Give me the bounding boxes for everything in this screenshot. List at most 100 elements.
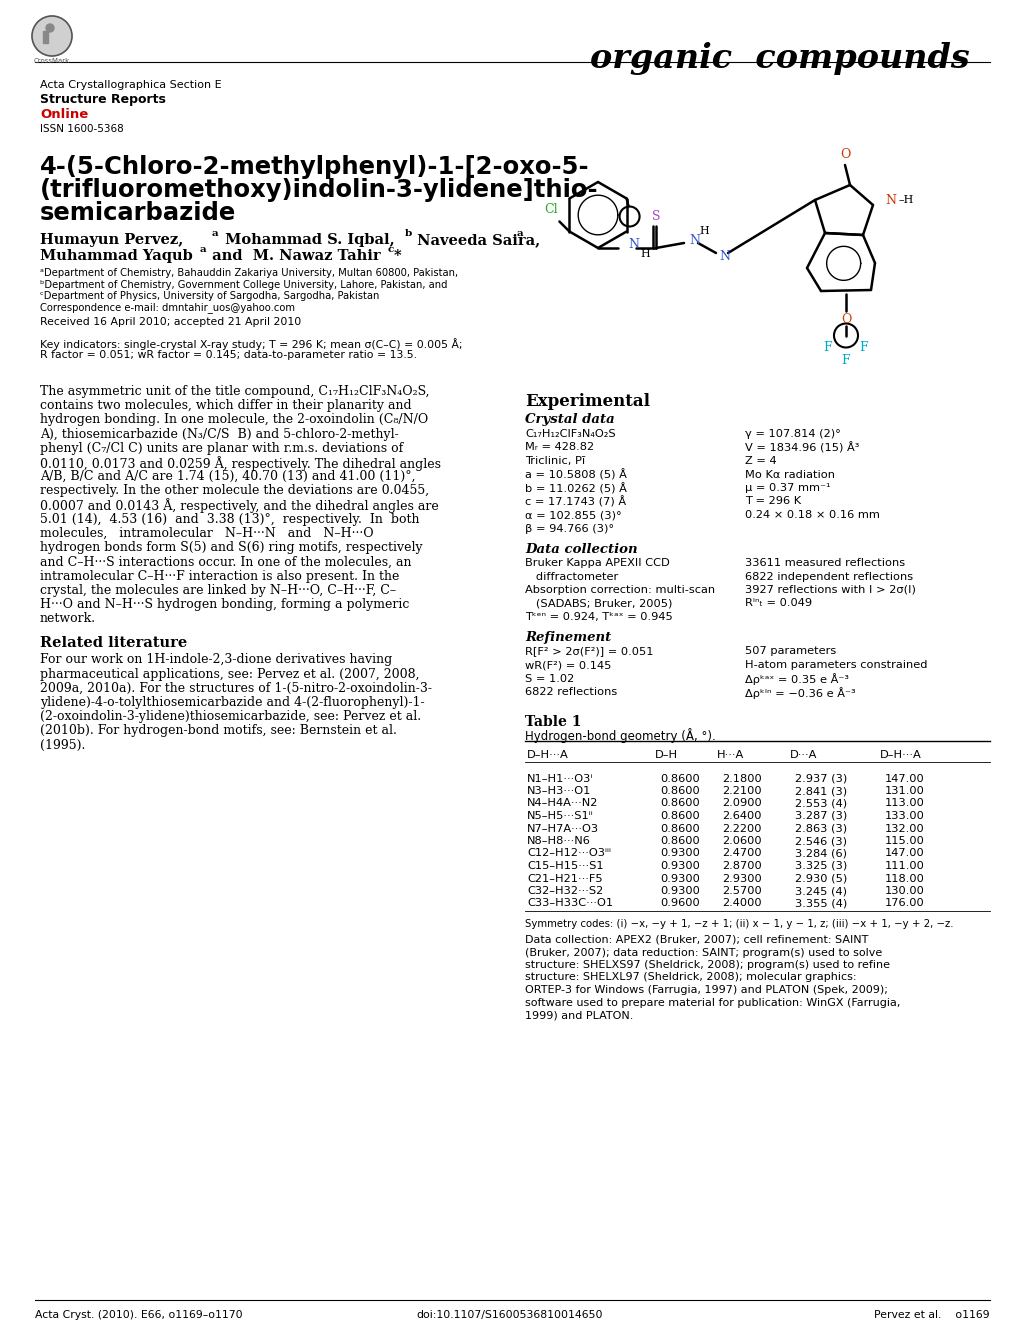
Text: R factor = 0.051; wR factor = 0.145; data-to-parameter ratio = 13.5.: R factor = 0.051; wR factor = 0.145; dat… (40, 350, 417, 360)
Text: Mᵣ = 428.82: Mᵣ = 428.82 (525, 442, 593, 453)
Text: N: N (688, 235, 699, 248)
Text: 131.00: 131.00 (884, 786, 924, 796)
Text: 0.9300: 0.9300 (659, 848, 699, 859)
Text: organic  compounds: organic compounds (590, 42, 969, 76)
Text: Naveeda Saira,: Naveeda Saira, (412, 234, 540, 247)
Text: S = 1.02: S = 1.02 (525, 674, 574, 683)
Text: Received 16 April 2010; accepted 21 April 2010: Received 16 April 2010; accepted 21 Apri… (40, 317, 301, 326)
Text: respectively. In the other molecule the deviations are 0.0455,: respectively. In the other molecule the … (40, 484, 429, 498)
Text: Hydrogen-bond geometry (Å, °).: Hydrogen-bond geometry (Å, °). (525, 729, 715, 743)
Text: software used to prepare material for publication: WinGX (Farrugia,: software used to prepare material for pu… (525, 998, 900, 1007)
Text: 0.8600: 0.8600 (659, 811, 699, 821)
Text: 2.5700: 2.5700 (721, 886, 761, 896)
Text: 3.287 (3): 3.287 (3) (794, 811, 847, 821)
Text: H: H (698, 226, 708, 236)
Text: 0.9300: 0.9300 (659, 873, 699, 884)
Text: 2.6400: 2.6400 (721, 811, 761, 821)
Text: (2-oxoindolin-3-ylidene)thiosemicarbazide, see: Pervez et al.: (2-oxoindolin-3-ylidene)thiosemicarbazid… (40, 710, 421, 723)
Circle shape (32, 16, 72, 56)
Text: 147.00: 147.00 (884, 848, 924, 859)
Text: (trifluoromethoxy)indolin-3-ylidene]thio-: (trifluoromethoxy)indolin-3-ylidene]thio… (40, 178, 598, 202)
Text: phenyl (C₇/Cl C) units are planar with r.m.s. deviations of: phenyl (C₇/Cl C) units are planar with r… (40, 442, 403, 455)
Text: 2.930 (5): 2.930 (5) (794, 873, 847, 884)
Text: C12–H12···O3ⁱⁱⁱ: C12–H12···O3ⁱⁱⁱ (527, 848, 610, 859)
Text: 0.9300: 0.9300 (659, 861, 699, 871)
Text: The asymmetric unit of the title compound, C₁₇H₁₂ClF₃N₄O₂S,: The asymmetric unit of the title compoun… (40, 385, 429, 398)
Text: 6822 independent reflections: 6822 independent reflections (744, 572, 912, 581)
Text: 2009a, 2010a). For the structures of 1-(5-nitro-2-oxoindolin-3-: 2009a, 2010a). For the structures of 1-(… (40, 682, 432, 695)
Text: F: F (823, 341, 832, 354)
Text: 3.245 (4): 3.245 (4) (794, 886, 846, 896)
Text: Mo Kα radiation: Mo Kα radiation (744, 470, 835, 479)
Bar (43, 31, 48, 42)
Text: 176.00: 176.00 (884, 898, 924, 909)
Text: 1999) and PLATON.: 1999) and PLATON. (525, 1010, 633, 1020)
Text: C33–H33C···O1: C33–H33C···O1 (527, 898, 612, 909)
Text: 4-(5-Chloro-2-methylphenyl)-1-[2-oxo-5-: 4-(5-Chloro-2-methylphenyl)-1-[2-oxo-5- (40, 155, 589, 179)
Text: (Bruker, 2007); data reduction: SAINT; program(s) used to solve: (Bruker, 2007); data reduction: SAINT; p… (525, 947, 881, 958)
Text: 33611 measured reflections: 33611 measured reflections (744, 557, 904, 568)
Text: N8–H8···N6: N8–H8···N6 (527, 836, 590, 847)
Text: semicarbazide: semicarbazide (40, 200, 236, 226)
Text: H···O and N–H···S hydrogen bonding, forming a polymeric: H···O and N–H···S hydrogen bonding, form… (40, 598, 409, 610)
Text: 3.325 (3): 3.325 (3) (794, 861, 847, 871)
Text: ylidene)-4-o-tolylthiosemicarbazide and 4-(2-fluorophenyl)-1-: ylidene)-4-o-tolylthiosemicarbazide and … (40, 695, 424, 709)
Text: D–H···A: D–H···A (879, 751, 921, 760)
Text: 0.8600: 0.8600 (659, 836, 699, 847)
Text: Tᵏᵉⁿ = 0.924, Tᵏᵃˣ = 0.945: Tᵏᵉⁿ = 0.924, Tᵏᵃˣ = 0.945 (525, 612, 673, 622)
Text: pharmaceutical applications, see: Pervez et al. (2007, 2008,: pharmaceutical applications, see: Pervez… (40, 667, 419, 681)
Text: intramolecular C–H···F interaction is also present. In the: intramolecular C–H···F interaction is al… (40, 569, 399, 583)
Text: a: a (212, 230, 218, 238)
Text: Δρᵏᴵⁿ = −0.36 e Å⁻³: Δρᵏᴵⁿ = −0.36 e Å⁻³ (744, 687, 855, 699)
Text: c = 17.1743 (7) Å: c = 17.1743 (7) Å (525, 496, 626, 508)
Text: 507 parameters: 507 parameters (744, 646, 836, 657)
Text: CrossMark: CrossMark (34, 58, 70, 64)
Text: b: b (405, 230, 412, 238)
Text: γ = 107.814 (2)°: γ = 107.814 (2)° (744, 429, 840, 439)
Text: 0.24 × 0.18 × 0.16 mm: 0.24 × 0.18 × 0.16 mm (744, 510, 879, 520)
Text: R[F² > 2σ(F²)] = 0.051: R[F² > 2σ(F²)] = 0.051 (525, 646, 653, 657)
Text: ᵃDepartment of Chemistry, Bahauddin Zakariya University, Multan 60800, Pakistan,: ᵃDepartment of Chemistry, Bahauddin Zaka… (40, 268, 458, 277)
Text: N: N (718, 249, 730, 263)
Text: 2.9300: 2.9300 (721, 873, 761, 884)
Text: T = 296 K: T = 296 K (744, 496, 800, 507)
Text: 2.4000: 2.4000 (721, 898, 761, 909)
Text: Correspondence e-mail: dmntahir_uos@yahoo.com: Correspondence e-mail: dmntahir_uos@yaho… (40, 303, 294, 313)
Text: V = 1834.96 (15) Å³: V = 1834.96 (15) Å³ (744, 442, 859, 454)
Text: H···A: H···A (716, 751, 744, 760)
Text: Cl: Cl (544, 203, 557, 216)
Text: C15–H15···S1: C15–H15···S1 (527, 861, 603, 871)
Text: a: a (200, 245, 207, 253)
Text: D–H···A: D–H···A (527, 751, 569, 760)
Text: D···A: D···A (790, 751, 816, 760)
Text: F: F (841, 354, 850, 368)
Text: 2.0600: 2.0600 (721, 836, 761, 847)
Text: 0.9300: 0.9300 (659, 886, 699, 896)
Text: Bruker Kappa APEXII CCD: Bruker Kappa APEXII CCD (525, 557, 669, 568)
Text: H-atom parameters constrained: H-atom parameters constrained (744, 660, 926, 670)
Text: Pervez et al.    o1169: Pervez et al. o1169 (873, 1310, 989, 1320)
Text: O: O (839, 149, 850, 162)
Text: 2.0900: 2.0900 (721, 799, 761, 808)
Text: N: N (628, 238, 638, 251)
Text: Crystal data: Crystal data (525, 413, 614, 426)
Text: 0.8600: 0.8600 (659, 799, 699, 808)
Text: C21–H21···F5: C21–H21···F5 (527, 873, 602, 884)
Text: Data collection: APEX2 (Bruker, 2007); cell refinement: SAINT: Data collection: APEX2 (Bruker, 2007); c… (525, 936, 867, 945)
Text: doi:10.1107/S1600536810014650: doi:10.1107/S1600536810014650 (417, 1310, 602, 1320)
Text: N5–H5···S1ⁱⁱ: N5–H5···S1ⁱⁱ (527, 811, 593, 821)
Text: 3927 reflections with I > 2σ(I): 3927 reflections with I > 2σ(I) (744, 585, 915, 594)
Text: 0.0007 and 0.0143 Å, respectively, and the dihedral angles are: 0.0007 and 0.0143 Å, respectively, and t… (40, 499, 438, 514)
Text: 2.863 (3): 2.863 (3) (794, 824, 847, 833)
Text: Refinement: Refinement (525, 632, 610, 645)
Text: D–H: D–H (654, 751, 678, 760)
Text: Experimental: Experimental (525, 393, 649, 410)
Text: 133.00: 133.00 (884, 811, 924, 821)
Text: and C–H···S interactions occur. In one of the molecules, an: and C–H···S interactions occur. In one o… (40, 556, 411, 568)
Text: 111.00: 111.00 (884, 861, 924, 871)
Text: ᶜDepartment of Physics, University of Sargodha, Sargodha, Pakistan: ᶜDepartment of Physics, University of Sa… (40, 291, 379, 301)
Text: C32–H32···S2: C32–H32···S2 (527, 886, 602, 896)
Text: N1–H1···O3ⁱ: N1–H1···O3ⁱ (527, 774, 593, 783)
Text: a: a (517, 230, 523, 238)
Text: N3–H3···O1: N3–H3···O1 (527, 786, 591, 796)
